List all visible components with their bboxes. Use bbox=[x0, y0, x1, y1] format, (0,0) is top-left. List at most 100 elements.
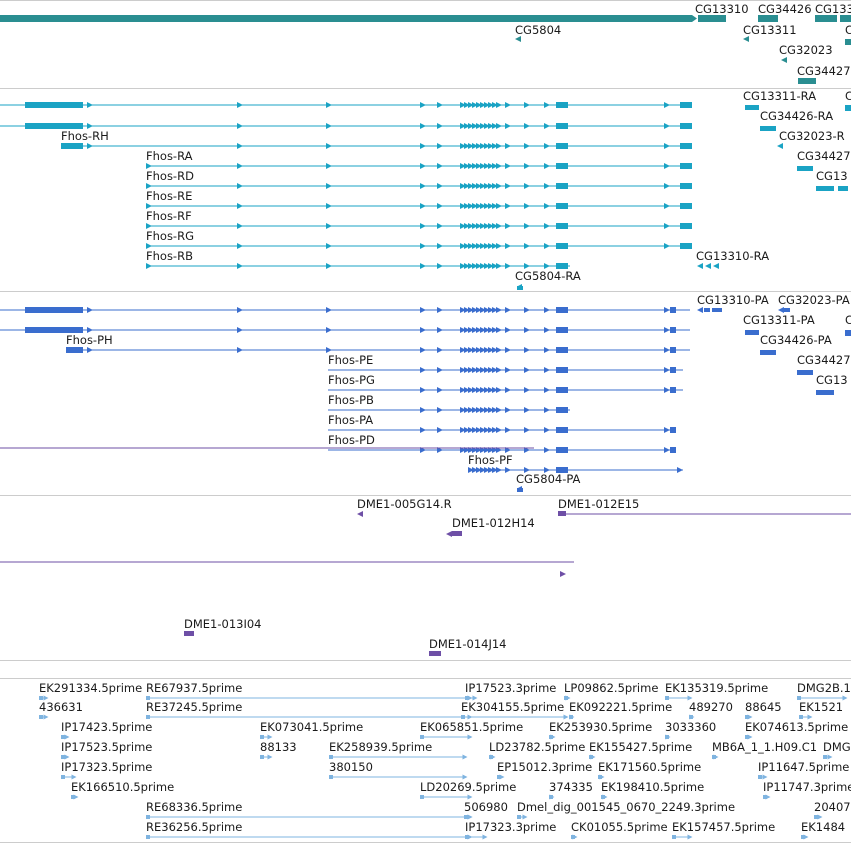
protein-label[interactable]: CG32023-PA bbox=[778, 293, 850, 307]
gene-label[interactable]: CG5804 bbox=[515, 23, 561, 37]
est-label[interactable]: CK01055.5prime bbox=[571, 820, 668, 834]
est-label[interactable]: IP17323.5prime bbox=[61, 760, 152, 774]
est-label[interactable]: EK1484 bbox=[801, 820, 845, 834]
est-label[interactable]: Dmel_dig_001545_0670_2249.3prime bbox=[517, 800, 735, 814]
protein-label[interactable]: Fhos-PE bbox=[328, 353, 373, 367]
est-label[interactable]: DMG2B.1 bbox=[797, 681, 851, 695]
transcript-label[interactable]: C bbox=[845, 89, 851, 103]
transcript-label[interactable]: CG13 bbox=[816, 169, 848, 183]
transcript-label[interactable]: Fhos-RB bbox=[146, 249, 193, 263]
clone-label[interactable]: DME1-014J14 bbox=[429, 637, 507, 651]
transcript-label[interactable]: CG32023-R bbox=[779, 129, 845, 143]
est-label[interactable]: EK304155.5prime bbox=[461, 700, 564, 714]
gene-label[interactable]: CG13310 bbox=[695, 2, 749, 16]
est-label[interactable]: EK135319.5prime bbox=[665, 681, 768, 695]
est-label[interactable]: EK253930.5prime bbox=[549, 720, 652, 734]
clones-track[interactable]: DME1-005G14.R DME1-012E15 DME1-012H14 DM… bbox=[0, 447, 851, 843]
transcript-label[interactable]: Fhos-RF bbox=[146, 209, 192, 223]
est-label[interactable]: LD20269.5prime bbox=[420, 780, 516, 794]
est-label[interactable]: EK092221.5prime bbox=[569, 700, 672, 714]
est-label[interactable]: RE67937.5prime bbox=[146, 681, 242, 695]
est-label[interactable]: RE36256.5prime bbox=[146, 820, 242, 834]
gene-label[interactable]: CG34427 bbox=[797, 64, 851, 78]
gene-label[interactable]: C bbox=[845, 23, 851, 37]
est-label[interactable]: LD23782.5prime bbox=[489, 740, 585, 754]
est-label[interactable]: EK073041.5prime bbox=[260, 720, 363, 734]
exon-arrow bbox=[492, 143, 498, 149]
gene-label[interactable]: CG133 bbox=[815, 2, 851, 16]
est-label[interactable]: EP15012.3prime bbox=[497, 760, 592, 774]
est-label[interactable]: EK258939.5prime bbox=[329, 740, 432, 754]
protein-label[interactable]: CG13 bbox=[816, 373, 848, 387]
clone-label[interactable]: DME1-005G14.R bbox=[357, 497, 452, 511]
transcript-label[interactable]: CG34427 bbox=[797, 149, 851, 163]
est-features[interactable] bbox=[39, 695, 848, 840]
est-label[interactable]: EK155427.5prime bbox=[589, 740, 692, 754]
est-label[interactable]: MB6A_1_1.H09.C1 bbox=[712, 740, 817, 754]
est-label[interactable]: RE68336.5prime bbox=[146, 800, 242, 814]
protein-label[interactable]: Fhos-PD bbox=[328, 433, 375, 447]
transcript-label[interactable]: CG13310-RA bbox=[696, 249, 769, 263]
est-label[interactable]: LP09862.5prime bbox=[564, 681, 658, 695]
gene-features[interactable] bbox=[0, 15, 851, 84]
est-label[interactable]: EK065851.5prime bbox=[420, 720, 523, 734]
est-label[interactable]: EK198410.5prime bbox=[601, 780, 704, 794]
est-label[interactable]: IP11747.3prime bbox=[763, 780, 851, 794]
transcript-label[interactable]: Fhos-RE bbox=[146, 189, 192, 203]
est-label[interactable]: 88133 bbox=[260, 740, 297, 754]
proteins-track[interactable]: Fhos-PH Fhos-PE Fhos-PG Fhos-PB Fhos-PA … bbox=[0, 293, 851, 492]
est-label[interactable]: EK166510.5prime bbox=[71, 780, 174, 794]
protein-label[interactable]: Fhos-PH bbox=[66, 333, 113, 347]
transcript-label[interactable]: CG13311-RA bbox=[743, 89, 816, 103]
est-label[interactable]: EK074613.5prime bbox=[745, 720, 848, 734]
transcript-label[interactable]: Fhos-RH bbox=[61, 129, 109, 143]
est-label[interactable]: RE37245.5prime bbox=[146, 700, 242, 714]
transcript-label[interactable]: CG34426-RA bbox=[760, 109, 833, 123]
est-label[interactable]: EK1521 bbox=[799, 700, 843, 714]
transcript-features[interactable] bbox=[0, 102, 851, 290]
protein-features[interactable] bbox=[0, 307, 851, 492]
est-label[interactable]: 489270 bbox=[689, 700, 733, 714]
ests-track[interactable]: EK291334.5prime RE67937.5prime IP17523.3… bbox=[39, 681, 851, 840]
est-label[interactable]: 88645 bbox=[745, 700, 782, 714]
est-label[interactable]: 204077 bbox=[814, 800, 851, 814]
est-label[interactable]: 380150 bbox=[329, 760, 373, 774]
est-label[interactable]: EK157457.5prime bbox=[672, 820, 775, 834]
transcript-label[interactable]: Fhos-RG bbox=[146, 229, 194, 243]
est-label[interactable]: EK291334.5prime bbox=[39, 681, 142, 695]
exon-arrow bbox=[480, 223, 486, 229]
est-label[interactable]: IP17523.5prime bbox=[61, 740, 152, 754]
protein-label[interactable]: Fhos-PB bbox=[328, 393, 374, 407]
transcript-label[interactable]: Fhos-RD bbox=[146, 169, 194, 183]
transcript-label[interactable]: CG5804-RA bbox=[515, 269, 581, 283]
protein-label[interactable]: CG34427 bbox=[797, 353, 851, 367]
protein-label[interactable]: C bbox=[845, 313, 851, 327]
genes-track[interactable]: CG13310 CG34426 CG133 CG13311 C CG5804 C… bbox=[0, 2, 851, 84]
est-label[interactable]: IP17523.3prime bbox=[465, 681, 556, 695]
est-label[interactable]: 3033360 bbox=[665, 720, 716, 734]
protein-label[interactable]: Fhos-PF bbox=[468, 453, 513, 467]
gene-label[interactable]: CG13311 bbox=[743, 23, 797, 37]
protein-label[interactable]: CG5804-PA bbox=[516, 472, 581, 486]
est-label[interactable]: IP11647.5prime bbox=[758, 760, 849, 774]
protein-label[interactable]: CG34426-PA bbox=[760, 333, 832, 347]
est-label[interactable]: DMG bbox=[823, 740, 851, 754]
clone-label[interactable]: DME1-012H14 bbox=[452, 516, 535, 530]
est-label[interactable]: EK171560.5prime bbox=[598, 760, 701, 774]
transcripts-track[interactable]: Fhos-RH Fhos-RA Fhos-RD Fhos-RE Fhos-RF … bbox=[0, 89, 851, 290]
transcript-label[interactable]: Fhos-RA bbox=[146, 149, 193, 163]
protein-label[interactable]: CG13311-PA bbox=[743, 313, 815, 327]
clone-label[interactable]: DME1-012E15 bbox=[558, 497, 639, 511]
est-label[interactable]: IP17423.5prime bbox=[61, 720, 152, 734]
protein-label[interactable]: Fhos-PA bbox=[328, 413, 373, 427]
est-label[interactable]: IP17323.3prime bbox=[465, 820, 556, 834]
gene-label[interactable]: CG32023 bbox=[779, 43, 833, 57]
protein-label[interactable]: Fhos-PG bbox=[328, 373, 375, 387]
est-label[interactable]: 506980 bbox=[464, 800, 508, 814]
clone-features[interactable] bbox=[0, 447, 851, 843]
gene-label[interactable]: CG34426 bbox=[758, 2, 812, 16]
protein-label[interactable]: CG13310-PA bbox=[697, 293, 769, 307]
clone-label[interactable]: DME1-013I04 bbox=[184, 617, 262, 631]
est-label[interactable]: 374335 bbox=[549, 780, 593, 794]
est-label[interactable]: 436631 bbox=[39, 700, 83, 714]
